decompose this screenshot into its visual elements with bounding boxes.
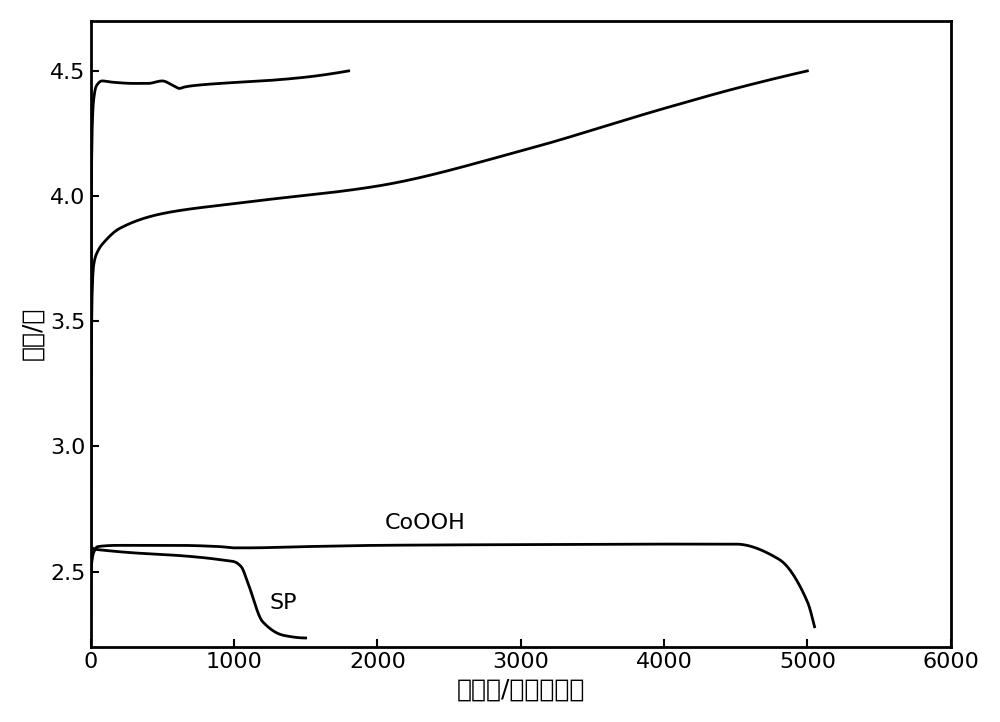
Text: CoOOH: CoOOH	[384, 513, 465, 533]
X-axis label: 比容量/毫安时每克: 比容量/毫安时每克	[456, 677, 585, 701]
Y-axis label: 电压/伏: 电压/伏	[21, 307, 45, 360]
Text: SP: SP	[270, 593, 297, 613]
